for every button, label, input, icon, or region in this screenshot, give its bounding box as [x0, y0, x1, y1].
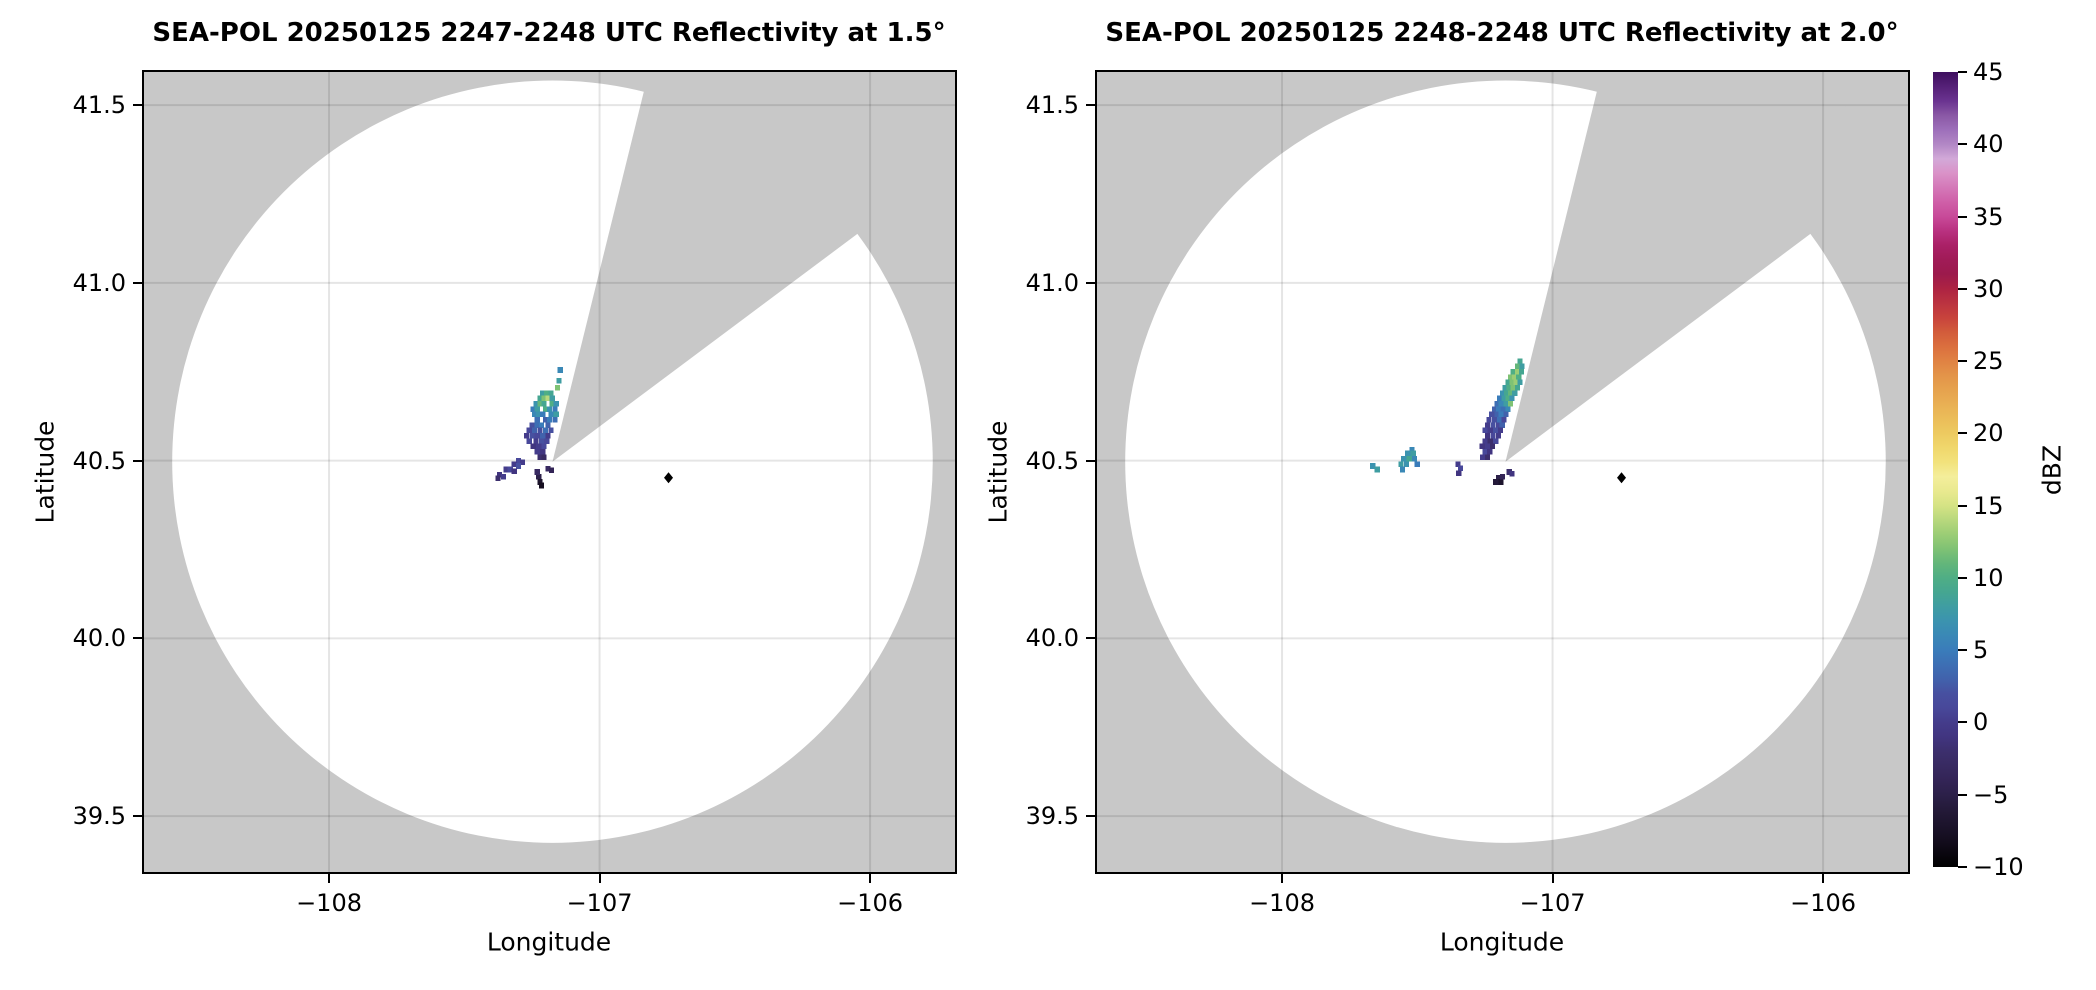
- left-xaxis-label: Longitude: [486, 927, 612, 957]
- colorbar-tick-mark: [1958, 504, 1967, 507]
- y-tick-mark: [1086, 281, 1095, 284]
- left-radar-ppi: [144, 72, 955, 872]
- colorbar-tick-label: 25: [1973, 347, 2004, 376]
- reflectivity-echoes: [495, 367, 563, 489]
- y-tick-label: 41.5: [1025, 91, 1079, 120]
- colorbar-tick-label: 35: [1973, 202, 2004, 231]
- y-tick-mark: [133, 815, 142, 818]
- blocked-sector-wedge: [552, 72, 955, 462]
- colorbar-tick-mark: [1958, 360, 1967, 363]
- colorbar-tick-mark: [1958, 866, 1967, 868]
- x-tick-mark: [1822, 874, 1825, 883]
- y-tick-label: 40.0: [72, 624, 126, 653]
- y-tick-mark: [1086, 104, 1095, 107]
- y-tick-mark: [133, 637, 142, 640]
- y-tick-label: 39.5: [72, 802, 126, 831]
- colorbar-tick-mark: [1958, 721, 1967, 724]
- y-tick-mark: [133, 281, 142, 284]
- colorbar-tick-label: 20: [1973, 419, 2004, 448]
- y-tick-label: 40.0: [1025, 624, 1079, 653]
- y-tick-label: 40.5: [72, 446, 126, 475]
- colorbar-tick-mark: [1958, 143, 1967, 146]
- y-tick-mark: [133, 459, 142, 462]
- right-radar-plot: [1095, 70, 1910, 874]
- right-radar-ppi: [1097, 72, 1908, 872]
- colorbar-tick-label: 40: [1973, 130, 2004, 159]
- y-tick-label: 40.5: [1025, 446, 1079, 475]
- x-tick-label: −107: [566, 889, 633, 917]
- x-tick-mark: [1281, 874, 1284, 883]
- right-panel-title: SEA-POL 20250125 2248-2248 UTC Reflectiv…: [1105, 18, 1899, 48]
- y-tick-mark: [1086, 459, 1095, 462]
- site-marker-diamond: [1617, 472, 1627, 484]
- reflectivity-colorbar: [1933, 72, 1958, 867]
- site-marker-diamond: [664, 472, 674, 484]
- colorbar-tick-label: 15: [1973, 491, 2004, 520]
- colorbar-tick-mark: [1958, 287, 1967, 290]
- x-tick-label: −106: [1790, 889, 1857, 917]
- colorbar-tick-mark: [1958, 215, 1967, 218]
- y-tick-mark: [1086, 637, 1095, 640]
- colorbar-tick-label: −10: [1973, 853, 2024, 881]
- colorbar-tick-mark: [1958, 649, 1967, 652]
- reflectivity-echoes: [1370, 358, 1525, 485]
- colorbar-tick-mark: [1958, 793, 1967, 796]
- colorbar-label: dBZ: [2037, 444, 2067, 496]
- colorbar-tick-mark: [1958, 71, 1967, 73]
- x-tick-mark: [869, 874, 872, 883]
- x-tick-label: −108: [1249, 889, 1315, 917]
- y-tick-label: 41.0: [72, 268, 126, 297]
- colorbar-tick-label: 0: [1973, 708, 1989, 737]
- colorbar-tick-label: −5: [1973, 780, 2009, 809]
- x-tick-label: −108: [296, 889, 362, 917]
- y-tick-mark: [133, 104, 142, 107]
- colorbar-tick-label: 5: [1973, 636, 1989, 665]
- right-xaxis-label: Longitude: [1439, 927, 1565, 957]
- colorbar-tick-mark: [1958, 432, 1967, 435]
- blocked-sector-wedge: [1505, 72, 1908, 462]
- colorbar-tick-label: 30: [1973, 274, 2004, 303]
- colorbar-tick-label: 10: [1973, 563, 2004, 592]
- x-tick-mark: [328, 874, 331, 883]
- x-tick-mark: [598, 874, 601, 883]
- x-tick-label: −106: [837, 889, 904, 917]
- colorbar-tick-label: 45: [1973, 58, 2004, 86]
- y-tick-label: 39.5: [1025, 802, 1079, 831]
- x-tick-mark: [1551, 874, 1554, 883]
- left-radar-plot: [142, 70, 957, 874]
- y-tick-mark: [1086, 815, 1095, 818]
- y-tick-label: 41.5: [72, 91, 126, 120]
- y-tick-label: 41.0: [1025, 268, 1079, 297]
- left-panel-title: SEA-POL 20250125 2247-2248 UTC Reflectiv…: [152, 18, 946, 48]
- x-tick-label: −107: [1519, 889, 1586, 917]
- colorbar-tick-mark: [1958, 576, 1967, 579]
